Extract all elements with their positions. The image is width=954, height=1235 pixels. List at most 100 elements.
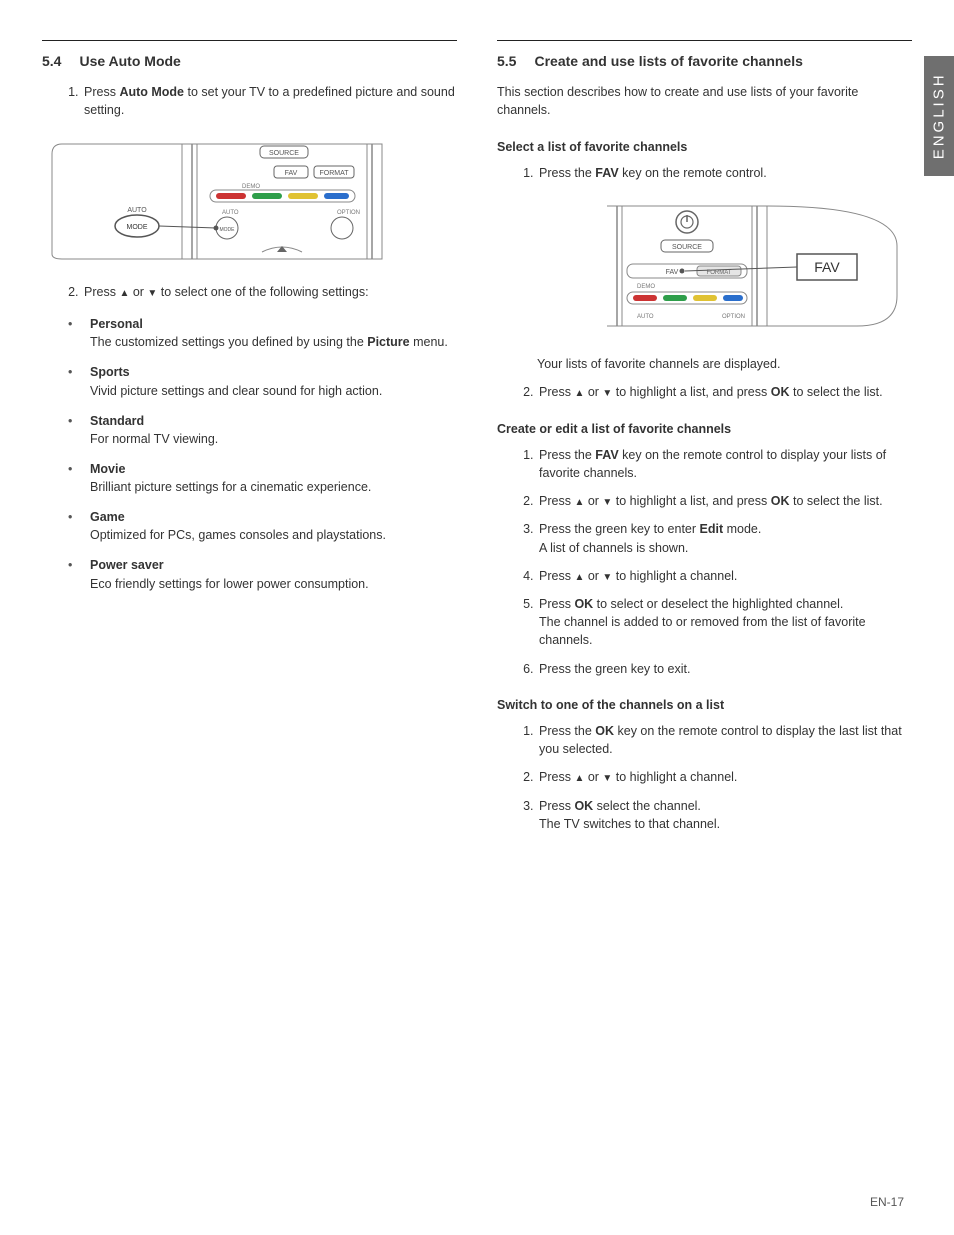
text: or xyxy=(129,285,147,299)
steps-switch: Press the OK key on the remote control t… xyxy=(497,722,912,833)
down-arrow-icon: ▼ xyxy=(602,572,612,583)
steps-select-list: Press the FAV key on the remote control. xyxy=(497,164,912,182)
text: to select one of the following settings: xyxy=(157,285,368,299)
text: or xyxy=(584,569,602,583)
text: Press the xyxy=(539,724,595,738)
text: Press xyxy=(539,799,574,813)
up-arrow-icon: ▲ xyxy=(574,388,584,399)
text: to select the list. xyxy=(790,385,883,399)
mode-sports: Sports Vivid picture settings and clear … xyxy=(68,363,457,399)
step-1: Press the FAV key on the remote control. xyxy=(537,164,912,182)
text: or xyxy=(584,770,602,784)
svg-text:AUTO: AUTO xyxy=(222,210,239,216)
down-arrow-icon: ▼ xyxy=(602,773,612,784)
step-2: Press ▲ or ▼ to highlight a channel. xyxy=(537,768,912,787)
mode-title: Game xyxy=(90,508,457,526)
page-number: EN-17 xyxy=(870,1194,904,1211)
language-tab: ENGLISH xyxy=(924,56,954,176)
steps-5-4: Press Auto Mode to set your TV to a pred… xyxy=(42,83,457,119)
up-arrow-icon: ▲ xyxy=(574,572,584,583)
mode-desc: Optimized for PCs, games consoles and pl… xyxy=(90,528,386,542)
text: Press the xyxy=(539,166,595,180)
text: Press xyxy=(539,569,574,583)
down-arrow-icon: ▼ xyxy=(602,388,612,399)
down-arrow-icon: ▼ xyxy=(147,288,157,299)
text: Press xyxy=(539,597,574,611)
steps-create-edit: Press the FAV key on the remote control … xyxy=(497,446,912,678)
up-arrow-icon: ▲ xyxy=(574,497,584,508)
subhead-create-edit: Create or edit a list of favorite channe… xyxy=(497,420,912,438)
step-2: Press ▲ or ▼ to select one of the follow… xyxy=(82,283,457,302)
step-6: Press the green key to exit. xyxy=(537,660,912,678)
svg-text:FORMAT: FORMAT xyxy=(319,170,349,177)
ok-bold: OK xyxy=(771,385,790,399)
mode-standard: Standard For normal TV viewing. xyxy=(68,412,457,448)
svg-text:AUTO: AUTO xyxy=(127,207,147,214)
svg-text:OPTION: OPTION xyxy=(722,314,745,320)
text: Press xyxy=(84,285,119,299)
mode-desc: Vivid picture settings and clear sound f… xyxy=(90,384,382,398)
step-3: Press OK select the channel. The TV swit… xyxy=(537,797,912,833)
text: Press xyxy=(539,385,574,399)
mode-movie: Movie Brilliant picture settings for a c… xyxy=(68,460,457,496)
text: to highlight a channel. xyxy=(612,569,737,583)
auto-mode-bold: Auto Mode xyxy=(119,85,184,99)
mode-desc: For normal TV viewing. xyxy=(90,432,218,446)
svg-text:MODE: MODE xyxy=(220,227,236,233)
svg-text:FAV: FAV xyxy=(285,170,298,177)
section-heading: Use Auto Mode xyxy=(79,53,180,69)
svg-text:FORMAT: FORMAT xyxy=(707,270,732,276)
mode-desc: The customized settings you defined by u… xyxy=(90,335,367,349)
text: to highlight a list, and press xyxy=(612,494,770,508)
text: A list of channels is shown. xyxy=(539,541,688,555)
step-3: Press the green key to enter Edit mode. … xyxy=(537,520,912,556)
ok-bold: OK xyxy=(771,494,790,508)
language-tab-label: ENGLISH xyxy=(928,73,950,160)
steps-5-4-b: Press ▲ or ▼ to select one of the follow… xyxy=(42,283,457,302)
mode-desc-b: menu. xyxy=(410,335,448,349)
mode-power-saver: Power saver Eco friendly settings for lo… xyxy=(68,556,457,592)
column-right: 5.5Create and use lists of favorite chan… xyxy=(497,40,912,847)
mode-desc: Brilliant picture settings for a cinemat… xyxy=(90,480,371,494)
text: Press xyxy=(84,85,119,99)
up-arrow-icon: ▲ xyxy=(119,288,129,299)
text: to select or deselect the highlighted ch… xyxy=(593,597,843,611)
text: to select the list. xyxy=(790,494,883,508)
up-arrow-icon: ▲ xyxy=(574,773,584,784)
mode-desc: Eco friendly settings for lower power co… xyxy=(90,577,369,591)
section-heading: Create and use lists of favorite channel… xyxy=(534,53,802,69)
step-2: Press ▲ or ▼ to highlight a list, and pr… xyxy=(537,492,912,511)
step-2: Press ▲ or ▼ to highlight a list, and pr… xyxy=(537,383,912,402)
section-number: 5.4 xyxy=(42,51,61,71)
text: or xyxy=(584,494,602,508)
text: Press xyxy=(539,770,574,784)
mode-title: Power saver xyxy=(90,556,457,574)
mode-title: Movie xyxy=(90,460,457,478)
ok-bold: OK xyxy=(595,724,614,738)
step-5: Press OK to select or deselect the highl… xyxy=(537,595,912,649)
svg-text:DEMO: DEMO xyxy=(637,284,655,290)
svg-text:DEMO: DEMO xyxy=(242,184,260,190)
text: or xyxy=(584,385,602,399)
mode-personal: Personal The customized settings you def… xyxy=(68,315,457,351)
fav-bold: FAV xyxy=(595,448,618,462)
remote-diagram-auto-mode: SOURCE FAV FORMAT DEMO AUTO OPTION xyxy=(42,134,457,269)
section-5-4-title: 5.4 Use Auto Mode xyxy=(42,40,457,71)
text: Press the xyxy=(539,448,595,462)
text: Press the green key to exit. xyxy=(539,662,690,676)
text: select the channel. xyxy=(593,799,701,813)
note-lists-displayed: Your lists of favorite channels are disp… xyxy=(497,355,912,373)
svg-text:AUTO: AUTO xyxy=(637,314,654,320)
ok-bold: OK xyxy=(574,799,593,813)
text: Press the green key to enter xyxy=(539,522,700,536)
step-1: Press the FAV key on the remote control … xyxy=(537,446,912,482)
section-5-5-title: 5.5Create and use lists of favorite chan… xyxy=(497,40,912,71)
text: to highlight a list, and press xyxy=(612,385,770,399)
svg-text:FAV: FAV xyxy=(666,269,679,276)
svg-text:SOURCE: SOURCE xyxy=(269,150,299,157)
step-1: Press Auto Mode to set your TV to a pred… xyxy=(82,83,457,119)
column-left: 5.4 Use Auto Mode Press Auto Mode to set … xyxy=(42,40,457,847)
ok-bold: OK xyxy=(574,597,593,611)
steps-select-list-2: Press ▲ or ▼ to highlight a list, and pr… xyxy=(497,383,912,402)
text: The channel is added to or removed from … xyxy=(539,615,866,647)
